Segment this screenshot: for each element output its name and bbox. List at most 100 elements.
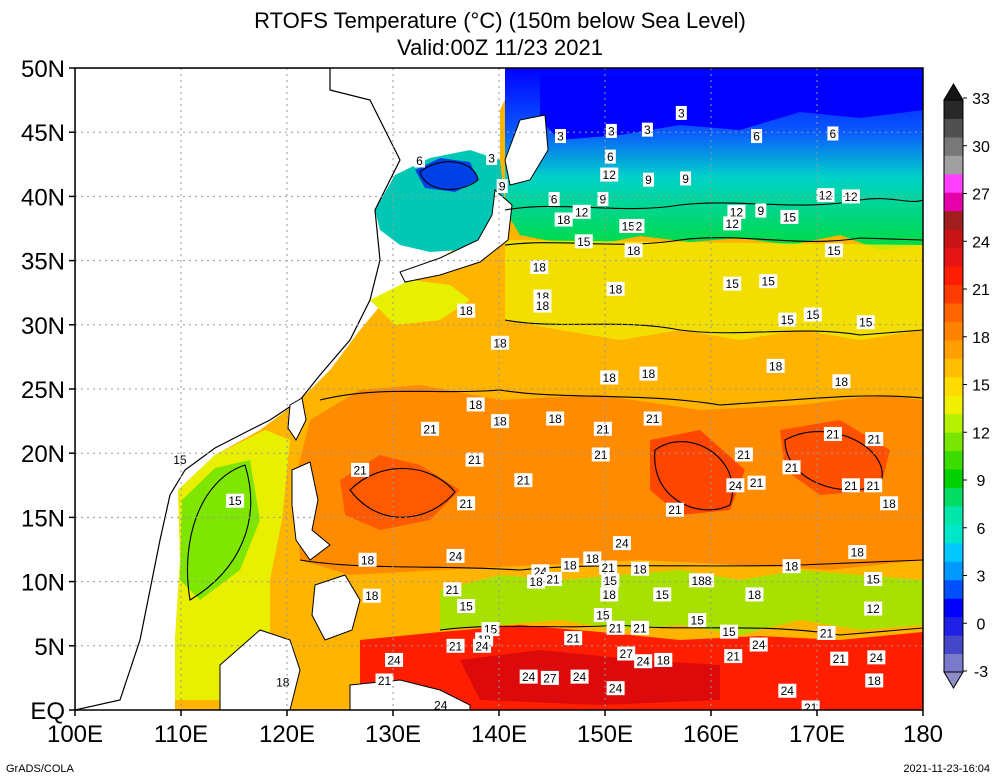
svg-text:24: 24	[609, 682, 623, 696]
y-tick-label: 10N	[21, 570, 65, 597]
contour-label: 24	[446, 548, 465, 563]
colorbar-label: 3	[977, 569, 986, 586]
svg-text:15: 15	[722, 625, 736, 639]
svg-text:24: 24	[475, 639, 489, 653]
svg-text:2: 2	[636, 219, 643, 233]
contour-label: 15	[226, 493, 245, 508]
svg-text:18: 18	[536, 299, 550, 313]
colorbar-segment	[944, 155, 963, 175]
contour-label: 21	[724, 649, 743, 664]
contour-label: 2	[633, 218, 645, 233]
contour-label: 188	[688, 573, 714, 588]
svg-text:15: 15	[859, 316, 873, 330]
svg-text:21: 21	[785, 461, 799, 475]
svg-text:21: 21	[378, 674, 392, 688]
tropical-green-band	[440, 570, 923, 635]
svg-text:21: 21	[868, 433, 882, 447]
contour-label: 18	[624, 243, 643, 258]
y-tick-label: 35N	[21, 249, 65, 276]
contour-label: 27	[540, 670, 559, 685]
contour-label: 21	[443, 582, 462, 597]
svg-text:15: 15	[604, 574, 618, 588]
y-axis: EQ 5N 10N 15N 20N 25N 30N 35N 40N 45N 50N	[21, 56, 75, 725]
svg-text:15: 15	[781, 313, 795, 327]
y-tick-label: 15N	[21, 505, 65, 532]
svg-text:18: 18	[748, 588, 762, 602]
x-tick-label: 170E	[789, 721, 845, 748]
contour-label: 12	[600, 167, 619, 182]
contour-label: 6	[548, 191, 560, 206]
y-tick-label: 45N	[21, 120, 65, 147]
colorbar-segment	[944, 284, 963, 304]
svg-text:24: 24	[449, 549, 463, 563]
contour-label: 24	[778, 683, 797, 698]
svg-text:18: 18	[882, 497, 896, 511]
svg-text:18: 18	[633, 562, 647, 576]
contour-label: 18	[561, 557, 580, 572]
contour-label: 15	[688, 613, 707, 628]
colorbar-segment	[944, 118, 963, 138]
contour-label: 18	[546, 411, 565, 426]
svg-text:24: 24	[522, 670, 536, 684]
hot-core-central	[650, 430, 745, 515]
contour-label: 18	[362, 588, 381, 603]
chart-subtitle: Valid:00Z 11/23 2021	[397, 35, 603, 60]
contour-label: 21	[544, 572, 563, 587]
colorbar-top-arrow	[943, 83, 964, 101]
svg-text:24: 24	[387, 653, 401, 667]
colorbar-segment	[944, 487, 963, 507]
svg-text:15: 15	[783, 210, 797, 224]
y-tick-label: 40N	[21, 184, 65, 211]
svg-text:21: 21	[546, 573, 560, 587]
colorbar-segment	[944, 542, 963, 562]
contour-label: 21	[817, 625, 836, 640]
svg-text:12: 12	[819, 189, 833, 203]
contour-label: 6	[827, 126, 839, 141]
svg-text:15: 15	[656, 588, 670, 602]
colorbar-bottom-arrow	[943, 671, 964, 689]
colorbar-segment	[944, 266, 963, 286]
contour-label: 18	[600, 370, 619, 385]
svg-text:21: 21	[727, 650, 741, 664]
contour-label: 18	[848, 545, 867, 560]
svg-text:18: 18	[469, 398, 483, 412]
contour-label: 21	[465, 452, 484, 467]
contour-label: 15	[864, 572, 883, 587]
contour-label: 15	[780, 209, 799, 224]
contour-label: 18	[766, 358, 785, 373]
x-tick-label: 130E	[365, 721, 421, 748]
colorbar-segment	[944, 136, 963, 156]
mindanao-landmass	[311, 574, 361, 641]
contour-label: 18	[606, 281, 625, 296]
contour-label: 18	[533, 298, 552, 313]
y-tick-label: 30N	[21, 313, 65, 340]
x-tick-label: 160E	[683, 721, 739, 748]
contour-label: 24	[570, 669, 589, 684]
contour-label: 18	[273, 674, 292, 689]
svg-text:9: 9	[645, 173, 652, 187]
contour-label: 21	[865, 432, 884, 447]
svg-text:18: 18	[549, 412, 563, 426]
svg-text:9: 9	[757, 204, 764, 218]
contour-label: 21	[864, 478, 883, 493]
contour-label: 9	[642, 172, 654, 187]
contour-label: 18	[358, 552, 377, 567]
svg-text:21: 21	[750, 476, 764, 490]
svg-text:15: 15	[622, 219, 636, 233]
contour-label: 12	[864, 601, 883, 616]
taiwan-landmass	[287, 397, 307, 441]
svg-text:18: 18	[557, 213, 571, 227]
contour-label: 21	[782, 460, 801, 475]
japan-sea-cold-core	[415, 158, 478, 192]
svg-text:3: 3	[608, 124, 615, 138]
svg-text:12: 12	[844, 190, 858, 204]
y-tick-label: 5N	[34, 634, 65, 661]
svg-text:27: 27	[620, 647, 634, 661]
svg-text:18: 18	[529, 575, 543, 589]
contour-label: 21	[375, 673, 394, 688]
svg-text:12: 12	[726, 217, 740, 231]
chart-title: RTOFS Temperature (°C) (150m below Sea L…	[254, 8, 746, 33]
contour-label: 18	[491, 414, 510, 429]
